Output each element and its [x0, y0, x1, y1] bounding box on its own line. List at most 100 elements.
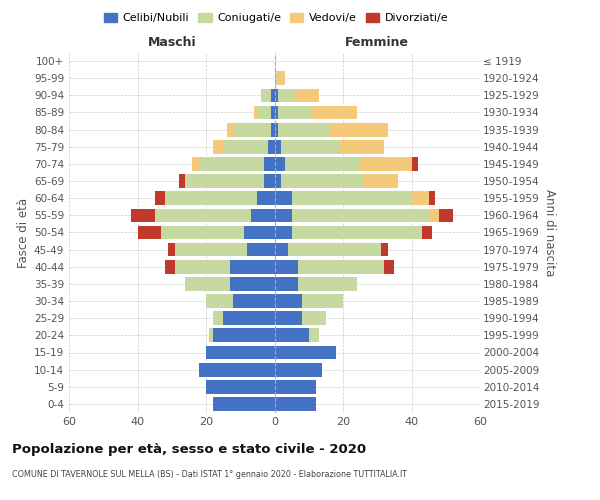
Bar: [309, 328, 319, 342]
Bar: [275, 140, 281, 153]
Bar: [275, 123, 278, 136]
Y-axis label: Anni di nascita: Anni di nascita: [543, 189, 556, 276]
Text: Popolazione per età, sesso e stato civile - 2020: Popolazione per età, sesso e stato civil…: [12, 442, 366, 456]
Bar: [179, 174, 185, 188]
Y-axis label: Fasce di età: Fasce di età: [17, 198, 30, 268]
Bar: [380, 243, 388, 256]
Bar: [340, 140, 384, 153]
Text: Maschi: Maschi: [148, 36, 196, 49]
Bar: [264, 174, 275, 188]
Bar: [302, 294, 343, 308]
Bar: [278, 88, 295, 102]
Bar: [275, 380, 316, 394]
Bar: [281, 140, 340, 153]
Text: COMUNE DI TAVERNOLE SUL MELLA (BS) - Dati ISTAT 1° gennaio 2020 - Elaborazione T: COMUNE DI TAVERNOLE SUL MELLA (BS) - Dat…: [12, 470, 407, 479]
Bar: [254, 106, 257, 120]
Bar: [364, 174, 398, 188]
Bar: [230, 277, 275, 291]
Bar: [251, 208, 275, 222]
Bar: [185, 277, 230, 291]
Bar: [271, 88, 275, 102]
Bar: [292, 192, 412, 205]
Bar: [199, 363, 275, 376]
Bar: [298, 277, 357, 291]
Bar: [275, 208, 292, 222]
Bar: [213, 312, 223, 325]
Bar: [275, 294, 302, 308]
Bar: [165, 192, 257, 205]
Bar: [275, 312, 302, 325]
Bar: [275, 260, 298, 274]
Bar: [412, 157, 418, 171]
Bar: [275, 277, 298, 291]
Bar: [275, 192, 292, 205]
Bar: [247, 243, 275, 256]
Bar: [384, 260, 394, 274]
Bar: [278, 72, 285, 85]
Bar: [209, 328, 213, 342]
Bar: [213, 140, 223, 153]
Bar: [360, 157, 412, 171]
Bar: [264, 157, 275, 171]
Bar: [206, 346, 275, 360]
Bar: [257, 106, 271, 120]
Bar: [275, 174, 281, 188]
Bar: [329, 123, 388, 136]
Bar: [275, 346, 336, 360]
Bar: [165, 260, 175, 274]
Bar: [223, 312, 275, 325]
Bar: [161, 226, 244, 239]
Bar: [292, 208, 428, 222]
Bar: [295, 88, 319, 102]
Bar: [175, 260, 230, 274]
Bar: [155, 192, 165, 205]
Bar: [275, 397, 316, 411]
Bar: [312, 106, 356, 120]
Bar: [275, 243, 288, 256]
Bar: [298, 260, 384, 274]
Bar: [302, 312, 326, 325]
Bar: [230, 260, 275, 274]
Bar: [275, 157, 285, 171]
Bar: [193, 157, 199, 171]
Legend: Celibi/Nubili, Coniugati/e, Vedovi/e, Divorziati/e: Celibi/Nubili, Coniugati/e, Vedovi/e, Di…: [100, 8, 452, 28]
Bar: [281, 174, 364, 188]
Text: Femmine: Femmine: [345, 36, 409, 49]
Bar: [206, 380, 275, 394]
Bar: [428, 208, 439, 222]
Bar: [155, 208, 251, 222]
Bar: [131, 208, 155, 222]
Bar: [275, 72, 278, 85]
Bar: [271, 123, 275, 136]
Bar: [227, 123, 233, 136]
Bar: [257, 192, 275, 205]
Bar: [261, 88, 271, 102]
Bar: [137, 226, 161, 239]
Bar: [175, 243, 247, 256]
Bar: [275, 106, 278, 120]
Bar: [278, 123, 329, 136]
Bar: [412, 192, 428, 205]
Bar: [223, 140, 268, 153]
Bar: [439, 208, 452, 222]
Bar: [185, 174, 264, 188]
Bar: [244, 226, 275, 239]
Bar: [278, 106, 312, 120]
Bar: [275, 88, 278, 102]
Bar: [268, 140, 275, 153]
Bar: [285, 157, 360, 171]
Bar: [213, 328, 275, 342]
Bar: [288, 243, 380, 256]
Bar: [233, 123, 271, 136]
Bar: [275, 226, 292, 239]
Bar: [206, 294, 233, 308]
Bar: [233, 294, 275, 308]
Bar: [292, 226, 422, 239]
Bar: [275, 363, 322, 376]
Bar: [213, 397, 275, 411]
Bar: [428, 192, 436, 205]
Bar: [199, 157, 264, 171]
Bar: [422, 226, 432, 239]
Bar: [275, 328, 309, 342]
Bar: [271, 106, 275, 120]
